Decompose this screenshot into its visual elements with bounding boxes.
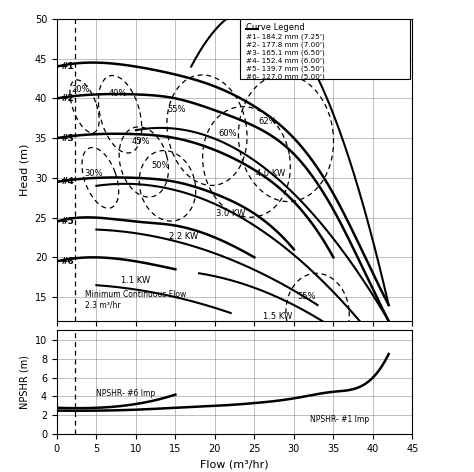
Text: 5.5 KW: 5.5 KW	[255, 69, 285, 78]
Text: #5: #5	[61, 217, 74, 226]
Text: 1.1 KW: 1.1 KW	[121, 276, 151, 285]
Text: #5- 139.7 mm (5.50'): #5- 139.7 mm (5.50')	[260, 59, 336, 65]
Text: #4- 152.4 mm (6.00'): #4- 152.4 mm (6.00')	[260, 50, 336, 56]
Text: Minimum Continuous Flow
2.3 m³/hr: Minimum Continuous Flow 2.3 m³/hr	[84, 290, 186, 309]
Text: 55%: 55%	[167, 105, 186, 114]
Text: 45%: 45%	[132, 137, 150, 146]
Text: NPSHR- #1 Imp: NPSHR- #1 Imp	[310, 415, 369, 424]
Text: 55%: 55%	[298, 292, 316, 301]
Text: #6: #6	[61, 257, 74, 266]
Text: #6- 127.0 mm (5.00'): #6- 127.0 mm (5.00')	[260, 67, 336, 74]
Text: #5- 139.7 mm (5.50'): #5- 139.7 mm (5.50')	[246, 66, 325, 72]
Text: 20%: 20%	[71, 85, 90, 94]
Text: 3.0 KW: 3.0 KW	[216, 209, 246, 218]
Text: #2- 177.8 mm (7.00'): #2- 177.8 mm (7.00')	[246, 42, 325, 49]
Text: #4: #4	[61, 177, 75, 186]
Text: 62%: 62%	[258, 117, 277, 126]
Text: #1- 184.2 mm (7.25'): #1- 184.2 mm (7.25')	[246, 34, 325, 41]
Bar	[240, 19, 410, 78]
Text: #3- 165.1 mm (6.50'): #3- 165.1 mm (6.50')	[260, 41, 336, 48]
Text: #2- 177.8 mm (7.00'): #2- 177.8 mm (7.00')	[260, 32, 336, 39]
Text: #1- 184.2 mm (7.25'): #1- 184.2 mm (7.25')	[260, 24, 336, 30]
Text: #2: #2	[61, 94, 74, 103]
Y-axis label: NPSHR (m): NPSHR (m)	[19, 355, 29, 409]
Y-axis label: Head (m): Head (m)	[19, 144, 29, 196]
Text: #1: #1	[61, 62, 74, 71]
Text: #3- 165.1 mm (6.50'): #3- 165.1 mm (6.50')	[246, 50, 325, 56]
Text: 40%: 40%	[108, 89, 127, 98]
Text: 60%: 60%	[219, 129, 237, 138]
Text: 50%: 50%	[152, 161, 170, 170]
Text: NPSHR- #6 Imp: NPSHR- #6 Imp	[96, 389, 155, 398]
Text: 2.2 KW: 2.2 KW	[169, 233, 198, 242]
Text: Curve Legend: Curve Legend	[246, 23, 305, 32]
Text: 4.0 KW: 4.0 KW	[255, 169, 285, 178]
Text: #3: #3	[61, 134, 74, 143]
Text: #4- 152.4 mm (6.00'): #4- 152.4 mm (6.00')	[246, 58, 325, 64]
Text: 30%: 30%	[84, 169, 103, 178]
Text: #6- 127.0 mm (5.00'): #6- 127.0 mm (5.00')	[246, 74, 325, 80]
X-axis label: Flow (m³/hr): Flow (m³/hr)	[201, 460, 269, 470]
Text: 1.5 KW: 1.5 KW	[264, 312, 293, 321]
Text: Curve Legend: Curve Legend	[255, 23, 313, 32]
